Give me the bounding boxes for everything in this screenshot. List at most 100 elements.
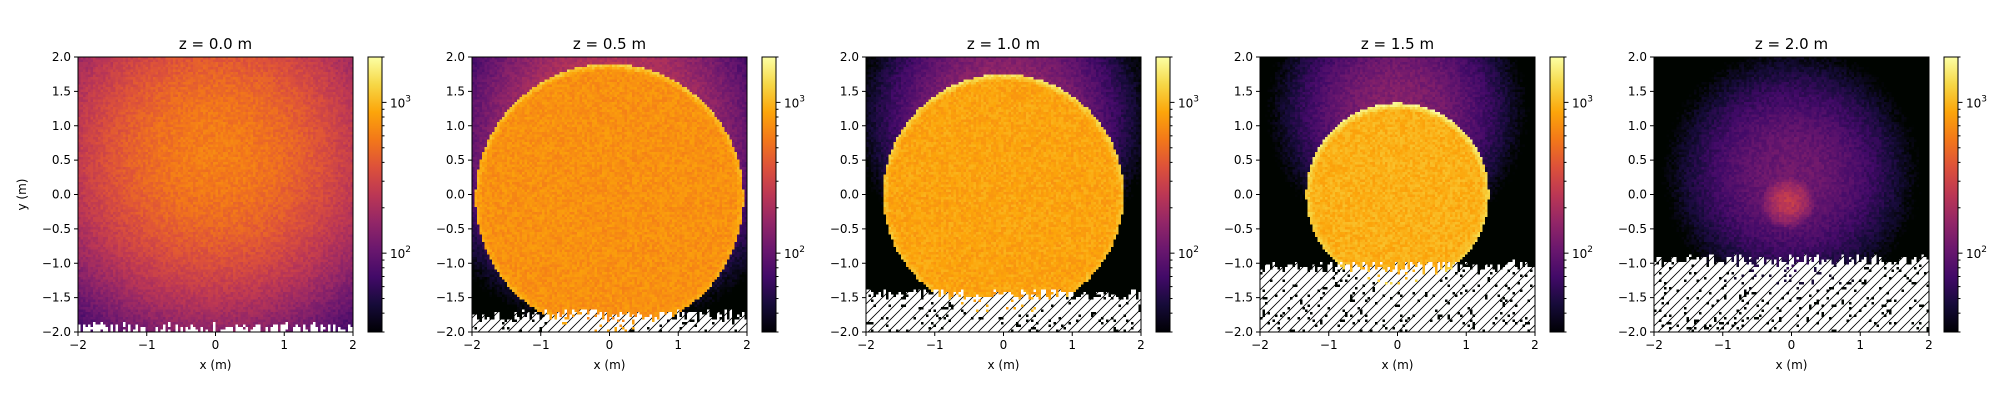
x-tick-label: 1 <box>1462 338 1470 352</box>
y-tick-label: −1.0 <box>436 256 465 270</box>
y-tick-label: 1.0 <box>1234 119 1253 133</box>
x-tick-label: 1 <box>1068 338 1076 352</box>
y-tick-label: −1.5 <box>1618 291 1647 305</box>
y-tick-label: −2.0 <box>436 325 465 339</box>
y-tick-label: −1.0 <box>42 256 71 270</box>
panel-title: z = 1.0 m <box>967 35 1040 53</box>
x-axis-label: x (m) <box>988 358 1020 372</box>
y-tick-label: 2.0 <box>52 50 71 64</box>
y-tick-label: −1.5 <box>1224 291 1253 305</box>
y-tick-label: −0.5 <box>830 222 859 236</box>
colorbar <box>1155 56 1171 333</box>
panel-title: z = 0.0 m <box>179 35 252 53</box>
y-tick-label: 0.0 <box>1628 188 1647 202</box>
y-tick-label: 0.5 <box>52 153 71 167</box>
x-axis-label: x (m) <box>594 358 626 372</box>
x-tick-label: −1 <box>138 338 156 352</box>
y-tick-label: 1.0 <box>1628 119 1647 133</box>
panel-5: z = 2.0 m −2 −1 0 1 2 −2.0 −1.5 −1.0 −0.5 0.0 0.5 1.… <box>1618 35 1987 372</box>
x-tick-label: −1 <box>926 338 944 352</box>
colorbar-tick-label: 103 <box>1966 94 1987 110</box>
y-tick-label: 1.5 <box>446 84 465 98</box>
heatmap-image <box>472 57 747 332</box>
x-tick-label: −2 <box>69 338 87 352</box>
x-tick-label: −1 <box>1320 338 1338 352</box>
colorbar-tick-label: 103 <box>390 94 411 110</box>
x-tick-label: −1 <box>532 338 550 352</box>
x-tick-label: −2 <box>857 338 875 352</box>
y-tick-label: −1.5 <box>436 291 465 305</box>
y-axis-label: y (m) <box>15 179 29 211</box>
y-tick-label: −0.5 <box>42 222 71 236</box>
panel-title: z = 2.0 m <box>1755 35 1828 53</box>
x-tick-label: 2 <box>1531 338 1539 352</box>
x-tick-label: −2 <box>1645 338 1663 352</box>
colorbar-tick-label: 103 <box>784 94 805 110</box>
y-tick-label: 0.5 <box>446 153 465 167</box>
x-axis-label: x (m) <box>1776 358 1808 372</box>
colorbar <box>1549 56 1565 333</box>
heatmap-image <box>866 57 1141 332</box>
y-tick-label: 1.5 <box>52 84 71 98</box>
y-tick-label: 2.0 <box>840 50 859 64</box>
y-tick-label: −2.0 <box>1224 325 1253 339</box>
y-tick-label: 0.0 <box>446 188 465 202</box>
y-tick-label: 0.5 <box>1628 153 1647 167</box>
x-tick-label: −1 <box>1714 338 1732 352</box>
panel-4: z = 1.5 m −2 −1 0 1 2 −2.0 −1.5 −1.0 −0.5 0.0 0.5 1.… <box>1224 35 1593 372</box>
y-tick-label: −2.0 <box>1618 325 1647 339</box>
x-tick-label: 0 <box>1000 338 1008 352</box>
y-tick-label: 0.5 <box>1234 153 1253 167</box>
x-axis-label: x (m) <box>1382 358 1414 372</box>
y-tick-label: 2.0 <box>1234 50 1253 64</box>
colorbar <box>761 56 777 333</box>
y-tick-label: −1.0 <box>1224 256 1253 270</box>
y-tick-label: 2.0 <box>1628 50 1647 64</box>
x-tick-label: 2 <box>349 338 357 352</box>
x-tick-label: −2 <box>1251 338 1269 352</box>
y-tick-label: −0.5 <box>1224 222 1253 236</box>
x-tick-label: 0 <box>606 338 614 352</box>
heatmap-image <box>1260 57 1535 332</box>
y-tick-label: 0.0 <box>52 188 71 202</box>
y-tick-label: 1.0 <box>52 119 71 133</box>
colorbar <box>1943 56 1959 333</box>
y-tick-label: −1.0 <box>1618 256 1647 270</box>
colorbar-tick-label: 102 <box>1178 245 1199 261</box>
panel-title: z = 0.5 m <box>573 35 646 53</box>
x-tick-label: 2 <box>743 338 751 352</box>
y-tick-label: 1.0 <box>446 119 465 133</box>
heatmap-image <box>78 57 353 332</box>
y-tick-label: −1.5 <box>830 291 859 305</box>
x-tick-label: 0 <box>1788 338 1796 352</box>
y-tick-label: 0.0 <box>1234 188 1253 202</box>
colorbar <box>367 56 383 333</box>
panel-1: z = 0.0 m −2 −1 0 1 2 −2.0 −1.5 −1.0 −0.5 0.0 0.5 1.… <box>15 35 411 372</box>
y-tick-label: 0.0 <box>840 188 859 202</box>
y-tick-label: −2.0 <box>42 325 71 339</box>
colorbar-tick-label: 102 <box>784 245 805 261</box>
colorbar-tick-label: 102 <box>1966 245 1987 261</box>
panel-2: z = 0.5 m −2 −1 0 1 2 −2.0 −1.5 −1.0 −0.5 0.0 0.5 1.… <box>436 35 805 372</box>
colorbar-tick-label: 103 <box>1178 94 1199 110</box>
y-tick-label: −1.0 <box>830 256 859 270</box>
colorbar-tick-label: 103 <box>1572 94 1593 110</box>
x-tick-label: 2 <box>1137 338 1145 352</box>
y-tick-label: 2.0 <box>446 50 465 64</box>
x-tick-label: 2 <box>1925 338 1933 352</box>
y-tick-label: 1.5 <box>1234 84 1253 98</box>
colorbar-tick-label: 102 <box>390 245 411 261</box>
x-tick-label: 1 <box>280 338 288 352</box>
y-tick-label: 1.0 <box>840 119 859 133</box>
x-tick-label: 0 <box>1394 338 1402 352</box>
x-tick-label: 1 <box>1856 338 1864 352</box>
panel-3: z = 1.0 m −2 −1 0 1 2 −2.0 −1.5 −1.0 −0.5 0.0 0.5 1.… <box>830 35 1199 372</box>
y-tick-label: −2.0 <box>830 325 859 339</box>
x-tick-label: −2 <box>463 338 481 352</box>
x-axis-label: x (m) <box>200 358 232 372</box>
colorbar-tick-label: 102 <box>1572 245 1593 261</box>
x-tick-label: 0 <box>212 338 220 352</box>
y-tick-label: −0.5 <box>1618 222 1647 236</box>
